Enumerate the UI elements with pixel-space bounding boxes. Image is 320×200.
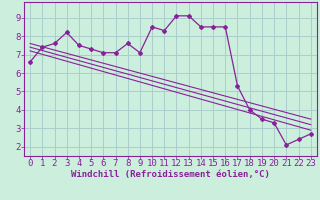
X-axis label: Windchill (Refroidissement éolien,°C): Windchill (Refroidissement éolien,°C) — [71, 170, 270, 179]
